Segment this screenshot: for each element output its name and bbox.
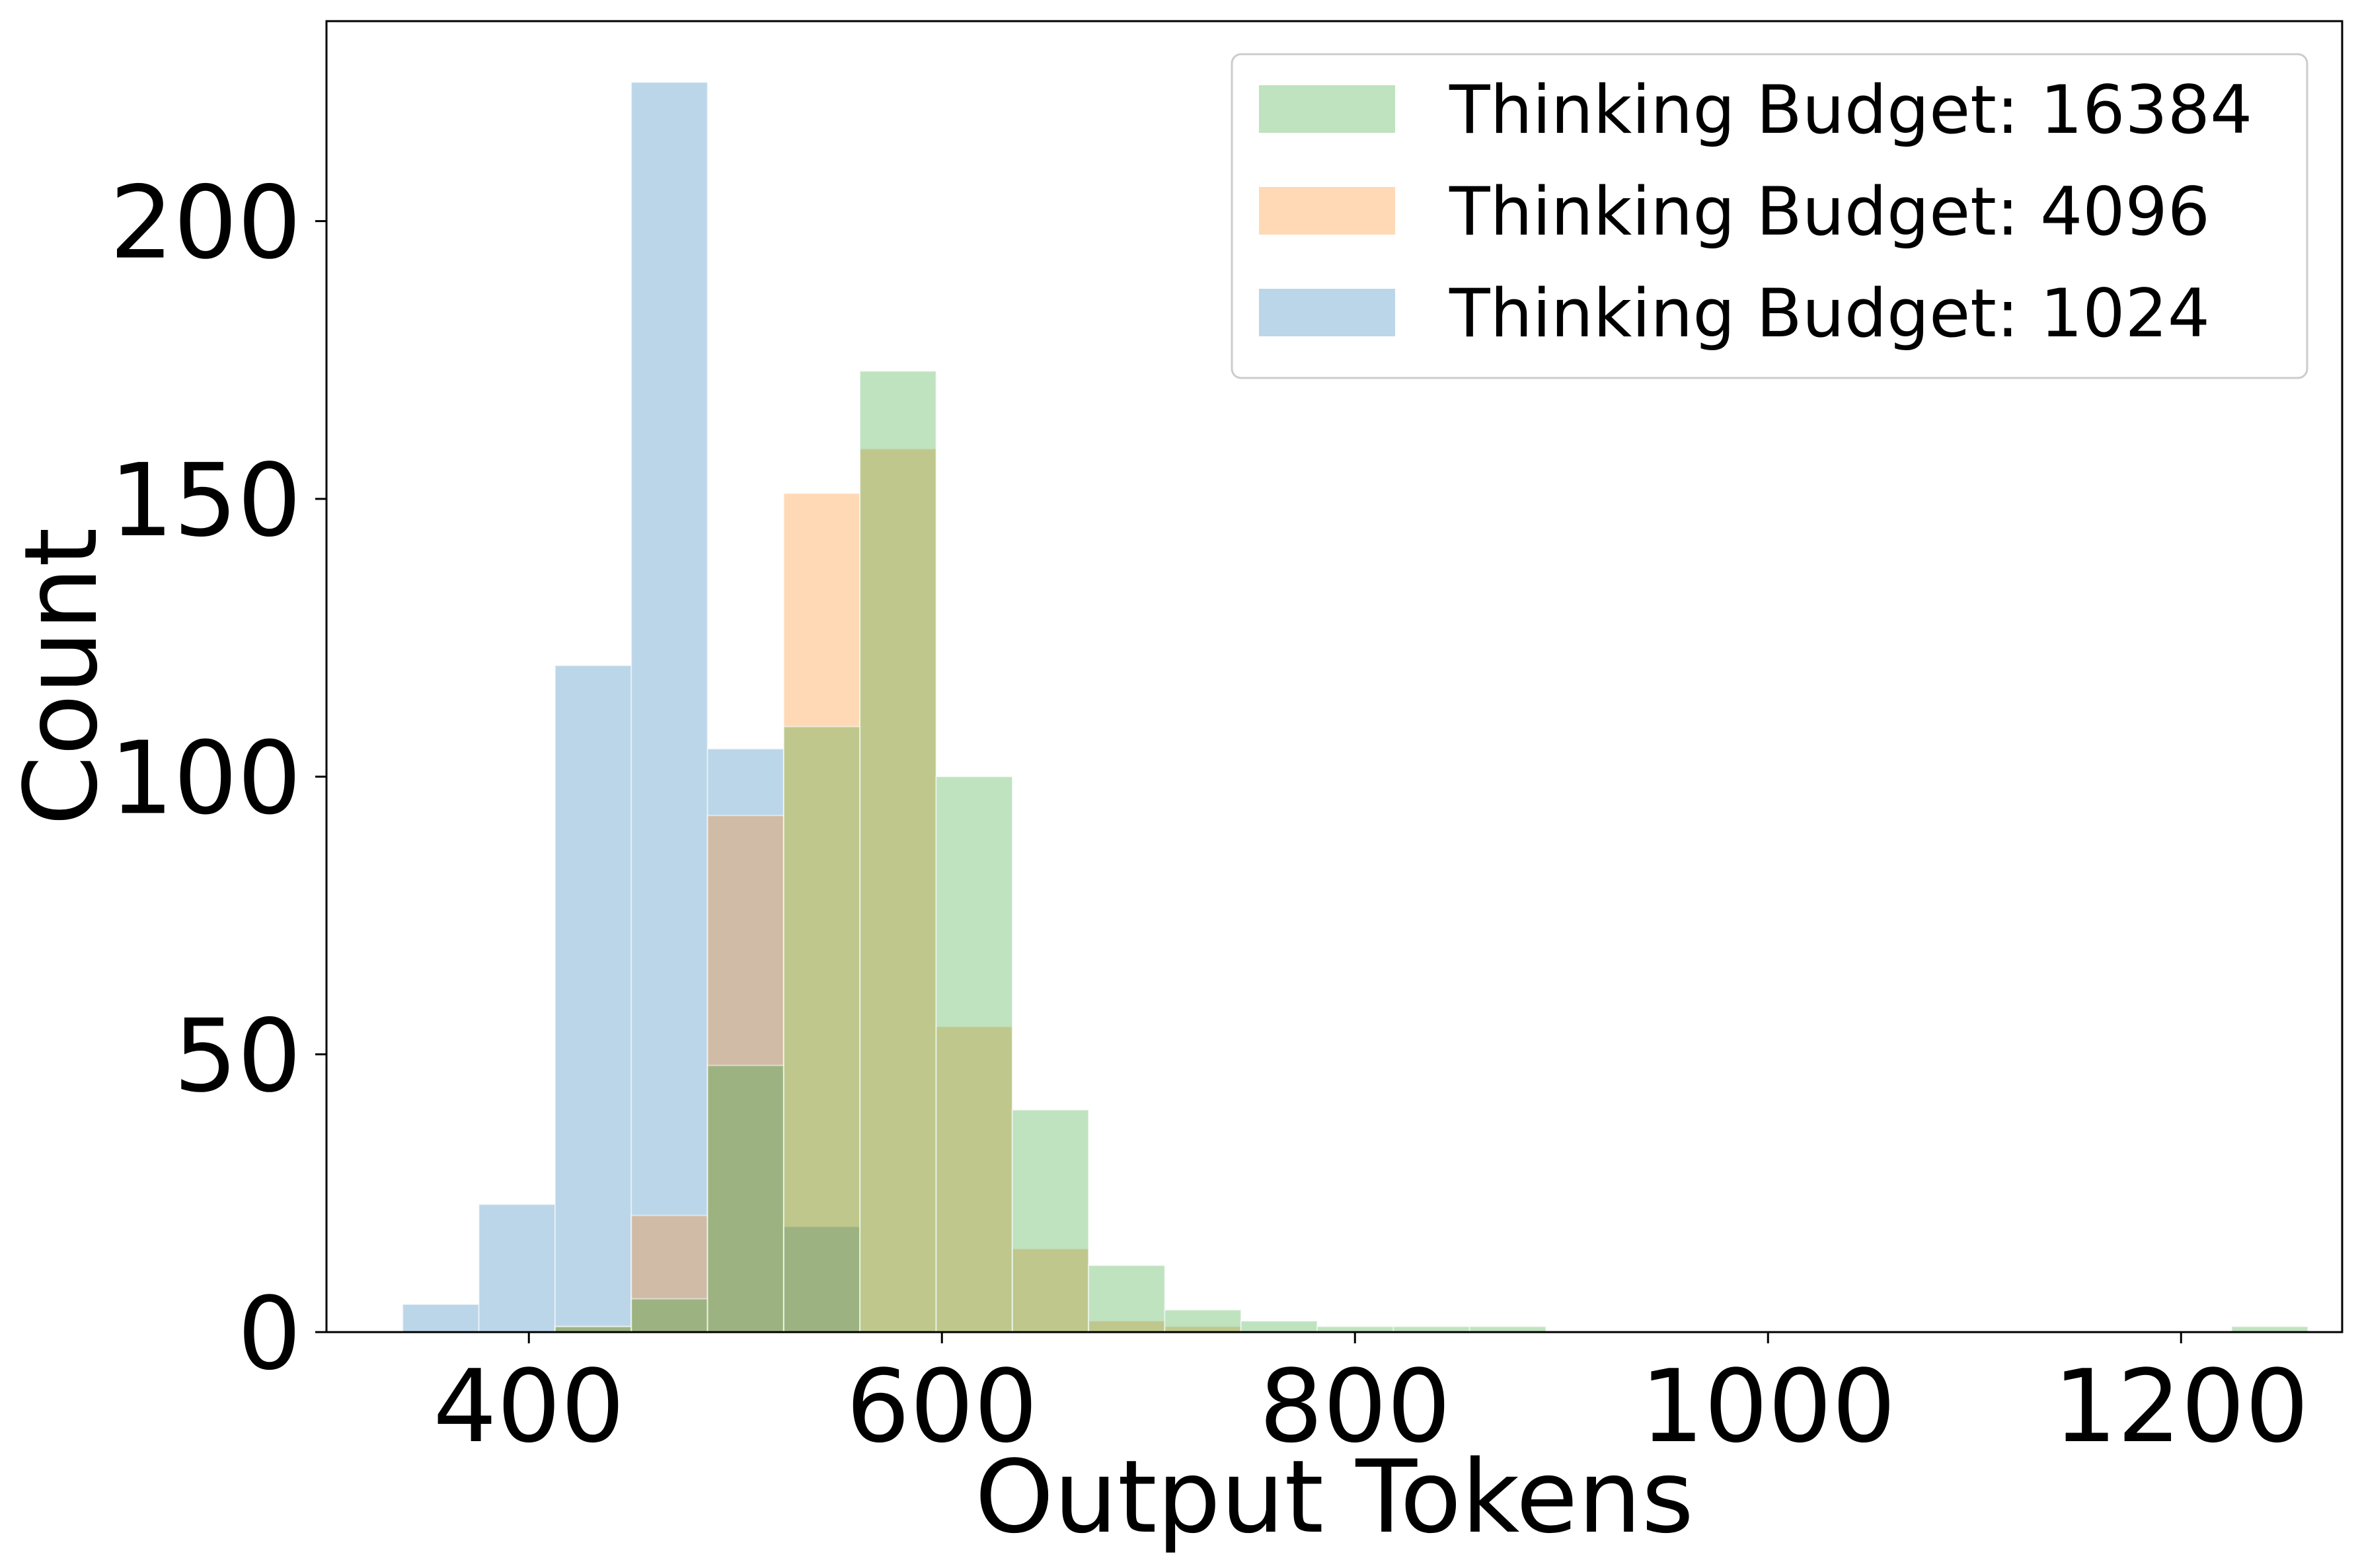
series-thinking-budget-16384: [554, 370, 2309, 1333]
y-axis: 0 50 100 150 200: [110, 165, 326, 1392]
histogram-bar: [630, 1298, 708, 1333]
bars-layer: [402, 81, 2309, 1333]
histogram-bar: [1088, 1265, 1166, 1333]
x-tick-label: 400: [433, 1348, 625, 1465]
histogram-bar: [1164, 1309, 1242, 1333]
legend-swatch: [1259, 85, 1395, 133]
x-tick-label: 1000: [1640, 1348, 1896, 1465]
x-tick-label: 800: [1259, 1348, 1451, 1465]
histogram-bar: [630, 1214, 708, 1333]
histogram-bar: [1240, 1320, 1318, 1333]
x-axis-title: Output Tokens: [975, 1438, 1694, 1555]
histogram-bar: [935, 1026, 1013, 1333]
histogram-bar: [706, 1064, 784, 1333]
plot-frame: [325, 20, 2343, 1333]
y-tick-label: 200: [110, 165, 301, 281]
legend-swatch: [1259, 289, 1395, 336]
legend-label: Thinking Budget: 4096: [1449, 172, 2210, 250]
histogram-bar: [859, 370, 937, 1333]
legend-label: Thinking Budget: 16384: [1449, 71, 2252, 149]
histogram-bar: [1011, 1109, 1090, 1333]
y-tick-label: 100: [110, 720, 301, 837]
x-axis: 400 600 800 1000 1200: [433, 1332, 2309, 1465]
y-axis-title: Count: [3, 527, 120, 825]
legend-label: Thinking Budget: 1024: [1449, 274, 2210, 352]
x-tick-label: 1200: [2053, 1348, 2309, 1465]
histogram-bar: [630, 81, 708, 1333]
histogram-bar: [782, 492, 861, 1333]
histogram-bar: [1011, 1248, 1090, 1333]
histogram-bar: [402, 1303, 480, 1333]
legend: Thinking Budget: 16384 Thinking Budget: 4…: [1231, 53, 2308, 379]
y-tick-label: 150: [110, 442, 301, 559]
y-tick-label: 0: [237, 1275, 301, 1392]
histogram-bar: [554, 665, 632, 1333]
series-thinking-budget-4096: [554, 448, 1242, 1333]
histogram-bar: [706, 815, 784, 1333]
histogram-bar: [478, 1203, 556, 1333]
histogram-bar: [782, 1226, 861, 1333]
x-tick-label: 600: [846, 1348, 1038, 1465]
legend-swatch: [1259, 187, 1395, 235]
histogram-bar: [706, 748, 784, 1333]
legend-frame: [1231, 53, 2308, 379]
histogram-bar: [935, 776, 1013, 1333]
series-thinking-budget-1024: [402, 81, 861, 1333]
y-tick-label: 50: [174, 998, 301, 1115]
histogram-bar: [782, 726, 861, 1333]
